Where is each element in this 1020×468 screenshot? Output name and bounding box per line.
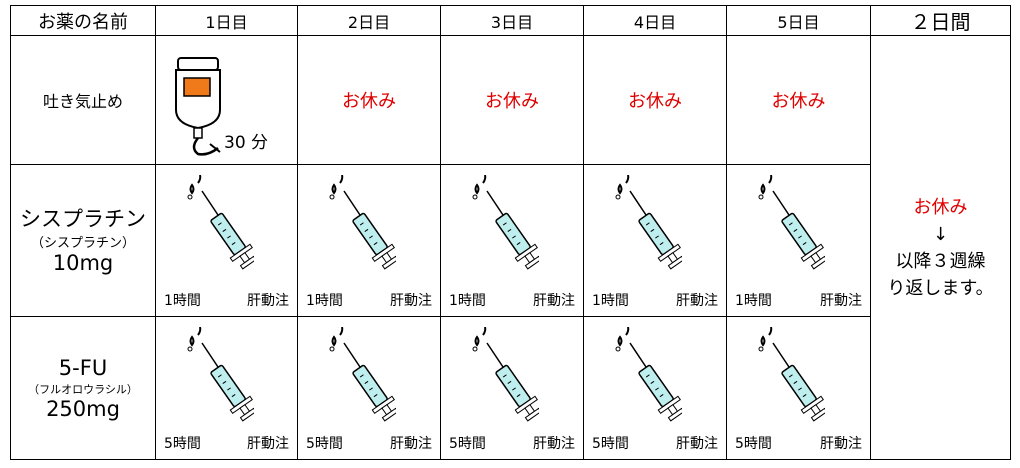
day-cell: 5時間 肝動注 <box>155 316 298 460</box>
drip-icon <box>175 57 221 156</box>
syringe-icon <box>187 175 254 270</box>
infusion-time: 1時間 <box>449 293 486 309</box>
syringe-icon <box>472 175 539 270</box>
drug-name: シスプラチン <box>20 207 146 231</box>
day-cell: 5時間 肝動注 <box>297 316 441 460</box>
header-cell: お薬の名前 <box>10 5 156 36</box>
header-cell: 2日目 <box>297 5 441 36</box>
infusion-route: 肝動注 <box>820 293 862 309</box>
drug-name-cell: 吐き気止め <box>10 35 156 165</box>
drug-name: 5-FU <box>58 356 108 380</box>
infusion-route: 肝動注 <box>820 436 862 452</box>
infusion-time: 5時間 <box>164 436 201 452</box>
syringe-icon <box>758 175 825 270</box>
rest-label: お休み <box>485 91 539 112</box>
rest-label: お休み <box>771 91 826 112</box>
infusion-route: 肝動注 <box>247 293 289 309</box>
drug-row: 5-FU （フルオロウラシル） 250mg 5時間 肝動注 5時間 肝動注 5時間 肝動注 <box>10 316 1011 460</box>
syringe-icon <box>615 175 682 270</box>
schedule-table: お薬の名前 1日目 2日目 3日目 4日目 5日目 ２日間 吐き気止め 30 分お休み お休みお… <box>10 5 1011 460</box>
day-cell: 1時間 肝動注 <box>155 164 298 317</box>
infusion-time: 1時間 <box>735 293 772 309</box>
infusion-route: 肝動注 <box>390 436 432 452</box>
day-cell: お休み <box>440 35 584 165</box>
syringe-icon <box>472 327 539 422</box>
day-cell: お休み <box>726 35 871 165</box>
syringe-icon <box>329 175 396 270</box>
infusion-route: 肝動注 <box>676 436 718 452</box>
syringe-icon <box>615 327 682 422</box>
day-cell: 1時間 肝動注 <box>726 164 871 317</box>
infusion-route: 肝動注 <box>533 293 575 309</box>
syringe-icon <box>329 327 396 422</box>
day-cell: お休み <box>583 35 727 165</box>
infusion-time: 5時間 <box>735 436 772 452</box>
rest-note-line: 以降３週繰 <box>895 250 986 272</box>
drug-generic-name: （フルオロウラシル） <box>28 383 138 396</box>
rest-note-line: お休み <box>913 196 968 218</box>
header-cell: 4日目 <box>583 5 727 36</box>
day-cell: 1時間 肝動注 <box>440 164 584 317</box>
syringe-icon <box>187 327 254 422</box>
day-cell: 5時間 肝動注 <box>440 316 584 460</box>
rest-label: お休み <box>628 91 682 112</box>
infusion-time: 5時間 <box>306 436 343 452</box>
infusion-time: 1時間 <box>306 293 343 309</box>
drug-name-cell: シスプラチン （シスプラチン） 10mg <box>10 164 156 317</box>
infusion-time: 5時間 <box>449 436 486 452</box>
infusion-route: 肝動注 <box>676 293 718 309</box>
infusion-route: 肝動注 <box>247 436 289 452</box>
infusion-time: 1時間 <box>164 293 201 309</box>
duration-note: 30 分 <box>224 133 269 153</box>
day-cell: お休み <box>297 35 441 165</box>
day-cell: 5時間 肝動注 <box>583 316 727 460</box>
header-cell: ２日間 <box>870 5 1011 36</box>
drug-name: 吐き気止め <box>42 92 123 111</box>
drug-dose: 10mg <box>52 251 114 275</box>
drug-row: シスプラチン （シスプラチン） 10mg 1時間 肝動注 1時間 肝動注 1時間 肝動注 <box>10 164 1011 317</box>
header-cell: 3日目 <box>440 5 584 36</box>
day-cell: 1時間 肝動注 <box>583 164 727 317</box>
drug-generic-name: （シスプラチン） <box>30 236 135 251</box>
drug-name-cell: 5-FU （フルオロウラシル） 250mg <box>10 316 156 460</box>
rest-label: お休み <box>342 91 396 112</box>
infusion-route: 肝動注 <box>533 436 575 452</box>
infusion-route: 肝動注 <box>390 293 432 309</box>
drug-row: 吐き気止め 30 分お休み お休み お休み お休み お休み ↓ 以降３週繰 り返します。 <box>10 35 1011 460</box>
rest-note-line: り返します。 <box>887 277 994 299</box>
infusion-time: 1時間 <box>592 293 629 309</box>
header-cell: 5日目 <box>726 5 871 36</box>
drug-dose: 250mg <box>46 397 120 421</box>
header-row: お薬の名前 1日目 2日目 3日目 4日目 5日目 ２日間 <box>10 5 1011 36</box>
day-cell: 30 分 <box>155 35 298 165</box>
day-cell: 5時間 肝動注 <box>726 316 871 460</box>
infusion-time: 5時間 <box>592 436 629 452</box>
rest-note-line: ↓ <box>932 223 949 245</box>
syringe-icon <box>758 327 825 422</box>
header-cell: 1日目 <box>155 5 298 36</box>
rest-period-cell: お休み ↓ 以降３週繰り返します。 <box>870 35 1011 460</box>
day-cell: 1時間 肝動注 <box>297 164 441 317</box>
